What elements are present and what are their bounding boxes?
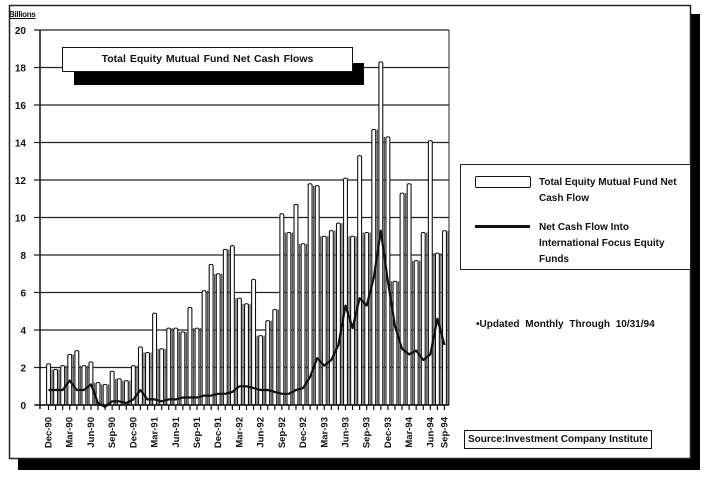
x-tick-label: Sep-93 bbox=[362, 417, 373, 448]
x-tick-label: Dec-93 bbox=[383, 417, 394, 448]
bar bbox=[229, 245, 235, 406]
legend: Total Equity Mutual Fund Net Cash Flow N… bbox=[460, 164, 691, 270]
bar bbox=[335, 222, 341, 406]
y-tick-label: 8 bbox=[20, 251, 26, 262]
x-tick-label: Mar-94 bbox=[404, 416, 415, 447]
bar bbox=[427, 140, 433, 406]
bar bbox=[357, 155, 363, 406]
bar bbox=[46, 363, 52, 406]
bar bbox=[208, 263, 214, 406]
y-tick-label: 12 bbox=[15, 176, 27, 187]
chart-title: Total Equity Mutual Fund Net Cash Flows bbox=[62, 47, 353, 72]
legend-line-swatch-icon bbox=[475, 225, 530, 228]
bar bbox=[244, 303, 249, 406]
x-tick-label: Sep-90 bbox=[107, 417, 118, 448]
bar bbox=[258, 335, 264, 406]
x-tick-label: Jun-94 bbox=[425, 416, 436, 447]
bar bbox=[406, 183, 412, 406]
bar bbox=[392, 280, 398, 406]
x-tick-label: Jun-93 bbox=[341, 417, 352, 448]
legend-bar-label: Total Equity Mutual Fund Net Cash Flow bbox=[539, 177, 677, 204]
bar bbox=[420, 231, 426, 406]
bar bbox=[286, 231, 292, 406]
x-tick-label: Sep-92 bbox=[277, 417, 288, 448]
bar bbox=[328, 230, 334, 406]
y-tick-label: 4 bbox=[20, 326, 26, 337]
y-tick-label: 16 bbox=[15, 101, 27, 112]
y-tick-label: 14 bbox=[15, 139, 27, 150]
bar bbox=[279, 213, 285, 406]
y-tick-label: 2 bbox=[20, 364, 26, 375]
y-axis-units: Billions bbox=[9, 10, 36, 19]
y-tick-label: 20 bbox=[15, 26, 27, 37]
legend-bar-swatch-icon bbox=[475, 176, 531, 188]
frame-shadow-bottom bbox=[18, 458, 700, 470]
bar bbox=[74, 350, 80, 406]
bar bbox=[413, 260, 419, 406]
x-tick-label: Jun-91 bbox=[171, 416, 182, 447]
x-tick-label: Dec-91 bbox=[213, 416, 224, 448]
bar bbox=[53, 368, 59, 406]
bar bbox=[60, 365, 66, 406]
bar bbox=[222, 248, 228, 406]
x-tick-label: Mar-93 bbox=[319, 417, 330, 448]
bar bbox=[314, 185, 320, 406]
bar bbox=[342, 177, 348, 406]
x-tick-label: Mar-92 bbox=[234, 417, 245, 448]
x-tick-label: Mar-91 bbox=[150, 416, 161, 447]
x-tick-label: Dec-92 bbox=[298, 417, 309, 448]
bar bbox=[81, 365, 87, 406]
bar bbox=[236, 297, 242, 406]
x-tick-label: Dec-90 bbox=[44, 417, 55, 448]
y-tick-label: 18 bbox=[15, 64, 27, 75]
bar bbox=[166, 327, 172, 406]
bar bbox=[187, 306, 193, 406]
bar bbox=[265, 320, 271, 406]
bar bbox=[159, 348, 165, 406]
update-note: •Updated Monthly Through 10/31/94 bbox=[476, 319, 655, 330]
x-tick-label: Sep-94 bbox=[440, 416, 451, 448]
x-tick-label: Sep-91 bbox=[192, 416, 203, 448]
y-tick-label: 0 bbox=[20, 401, 26, 412]
bar bbox=[399, 192, 405, 406]
bar bbox=[293, 203, 299, 406]
bar bbox=[102, 383, 108, 406]
bar bbox=[364, 231, 370, 406]
x-tick-label: Jun-92 bbox=[256, 417, 267, 448]
bar bbox=[251, 278, 257, 406]
x-tick-label: Jun-90 bbox=[86, 417, 97, 448]
legend-line-label: Net Cash Flow Into International Focus E… bbox=[539, 222, 665, 265]
bar bbox=[300, 243, 306, 406]
bar bbox=[201, 290, 207, 406]
source-note: Source:Investment Company Institute bbox=[464, 430, 652, 449]
plot-area: 0 2 4 6 8 10 12 14 16 18 20 Dec-90 Mar-90 Jun-90 Sep-9… bbox=[15, 26, 451, 448]
bar bbox=[441, 230, 447, 406]
bar bbox=[152, 312, 158, 406]
bar bbox=[173, 327, 179, 406]
y-tick-label: 6 bbox=[20, 289, 26, 300]
bar bbox=[109, 370, 115, 406]
frame-shadow-right bbox=[691, 14, 700, 470]
bar bbox=[215, 273, 221, 406]
bar bbox=[137, 346, 143, 406]
x-tick-label: Mar-90 bbox=[65, 417, 76, 448]
international-flow-line bbox=[48, 229, 446, 408]
bar bbox=[180, 331, 186, 406]
bar bbox=[194, 327, 200, 406]
x-tick-label: Dec-90 bbox=[128, 417, 139, 448]
bar bbox=[321, 235, 327, 406]
y-tick-label: 10 bbox=[15, 214, 27, 225]
